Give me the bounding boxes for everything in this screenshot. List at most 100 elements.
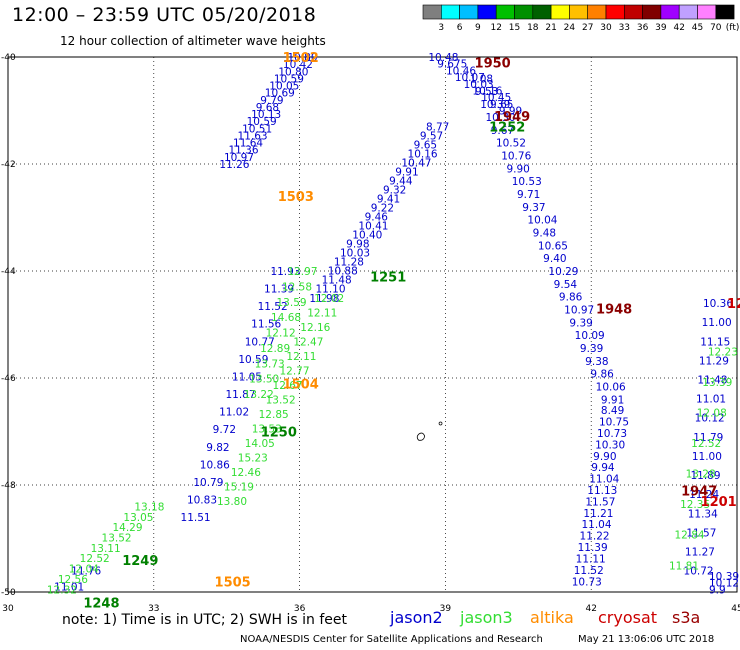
swh-value: 11.01	[54, 582, 84, 594]
swh-value: 12.67	[273, 380, 303, 392]
colorbar-label: 18	[527, 23, 539, 33]
swh-value: 9.99	[499, 106, 522, 118]
swh-value: 11.10	[315, 284, 345, 296]
swh-value: 11.13	[587, 485, 617, 497]
colorbar-label: 21	[545, 23, 556, 33]
swh-value: 12.56	[58, 574, 88, 586]
swh-value: 9.37	[522, 202, 545, 214]
y-tick-label: -50	[1, 588, 16, 598]
swh-value: 12.23	[708, 346, 738, 358]
swh-value: 11.00	[692, 451, 722, 463]
swh-value: 10.48	[428, 52, 458, 64]
pass-label: 1949	[494, 110, 530, 125]
swh-value: 9.44	[389, 176, 413, 188]
pass-label: 1249	[122, 554, 158, 569]
swh-value: 10.59	[247, 116, 277, 128]
swh-value: 10.39	[480, 99, 510, 111]
swh-value: 11.79	[693, 432, 723, 444]
swh-value: 8.77	[426, 122, 449, 134]
swh-value: 10.03	[340, 248, 370, 260]
swh-value: 10.41	[358, 221, 388, 233]
swh-value: 9.39	[580, 343, 603, 355]
swh-value: 9.90	[593, 451, 616, 463]
legend-sat-jason3: jason3	[460, 608, 513, 627]
swh-value: 12.02	[314, 293, 344, 305]
plot-frame	[7, 56, 738, 593]
x-tick-label: 36	[294, 604, 306, 614]
colorbar-label: 24	[564, 23, 576, 33]
swh-value: 14.68	[271, 312, 301, 324]
x-tick-label: 30	[2, 604, 14, 614]
swh-value: 11.57	[686, 527, 716, 539]
swh-value: 11.05	[232, 371, 262, 383]
swh-value: 13.22	[244, 389, 274, 401]
swh-value: 10.79	[193, 477, 223, 489]
swh-value: 10.36	[703, 298, 733, 310]
swh-value: 9.86	[590, 369, 614, 381]
swh-value: 13.05	[123, 512, 153, 524]
pass-label: 1248	[83, 597, 119, 612]
swh-value: 12.97	[287, 266, 317, 278]
colorbar-label: 15	[509, 23, 520, 33]
swh-value: 9.40	[543, 253, 566, 265]
swh-value: 9.68	[256, 102, 279, 114]
swh-value: 9.90	[506, 163, 529, 175]
swh-value: 10.75	[599, 417, 629, 429]
swh-value: 10.69	[265, 88, 295, 100]
swh-value: 15.19	[224, 482, 254, 494]
colorbar-label: 9	[475, 23, 481, 33]
swh-value: 11.56	[251, 319, 281, 331]
swh-value: 9.86	[559, 292, 583, 304]
swh-value: 15.23	[238, 452, 268, 464]
swh-value: 10.73	[597, 428, 627, 440]
swh-value: 13.39	[702, 377, 732, 389]
swh-value: 10.42	[283, 59, 313, 71]
swh-value: 12.46	[231, 467, 261, 479]
y-tick-label: -46	[1, 374, 16, 384]
swh-value: 11.48	[697, 375, 727, 387]
legend-sat-s3a: s3a	[672, 608, 701, 627]
x-tick-label: 45	[731, 604, 740, 614]
page-title: 12:00 – 23:59 UTC 05/20/2018	[12, 4, 317, 26]
swh-value: 9.98	[346, 239, 369, 251]
swh-value: 9.22	[371, 203, 394, 215]
x-tick-label: 39	[440, 604, 452, 614]
swh-value: 11.04	[589, 474, 619, 486]
swh-value: 12.16	[300, 322, 330, 334]
colorbar-label: 30	[600, 23, 612, 33]
swh-value: 10.83	[187, 495, 217, 507]
swh-value: 8.49	[601, 405, 624, 417]
swh-value: 11.34	[688, 508, 718, 520]
legend-sat-cryosat: cryosat	[598, 608, 658, 627]
swh-value: 11.24	[689, 489, 719, 501]
swh-value: 14.05	[245, 438, 275, 450]
island-outline	[438, 421, 443, 426]
swh-value: 11.51	[181, 512, 211, 524]
swh-value: 13.18	[134, 501, 164, 513]
swh-value: 13.59	[277, 297, 307, 309]
swh-value: 10.80	[287, 52, 317, 64]
swh-value: 9.57	[420, 131, 443, 143]
swh-value: 10.65	[538, 240, 568, 252]
swh-value: 10.52	[496, 138, 526, 150]
swh-value: 12.58	[282, 281, 312, 293]
swh-value: 10.46	[446, 65, 476, 77]
swh-value: 9.32	[383, 185, 406, 197]
swh-value: 10.88	[328, 266, 358, 278]
swh-value: 11.15	[700, 336, 730, 348]
swh-value: 13.11	[91, 543, 121, 555]
swh-value: 11.52	[258, 301, 288, 313]
swh-value: 10.12	[709, 578, 739, 590]
swh-value: 11.87	[225, 389, 255, 401]
swh-value: 11.48	[322, 275, 352, 287]
swh-value: 12.89	[260, 343, 290, 355]
swh-value: 13.52	[266, 394, 296, 406]
colorbar-label: 70	[710, 23, 722, 33]
swh-value: 12.35	[680, 499, 710, 511]
swh-value: 11.81	[669, 560, 699, 572]
swh-value: 11.11	[576, 553, 606, 565]
colorbar-label: 33	[619, 23, 630, 33]
pass-label: 1505	[215, 575, 251, 590]
swh-value: 13.50	[249, 374, 279, 386]
